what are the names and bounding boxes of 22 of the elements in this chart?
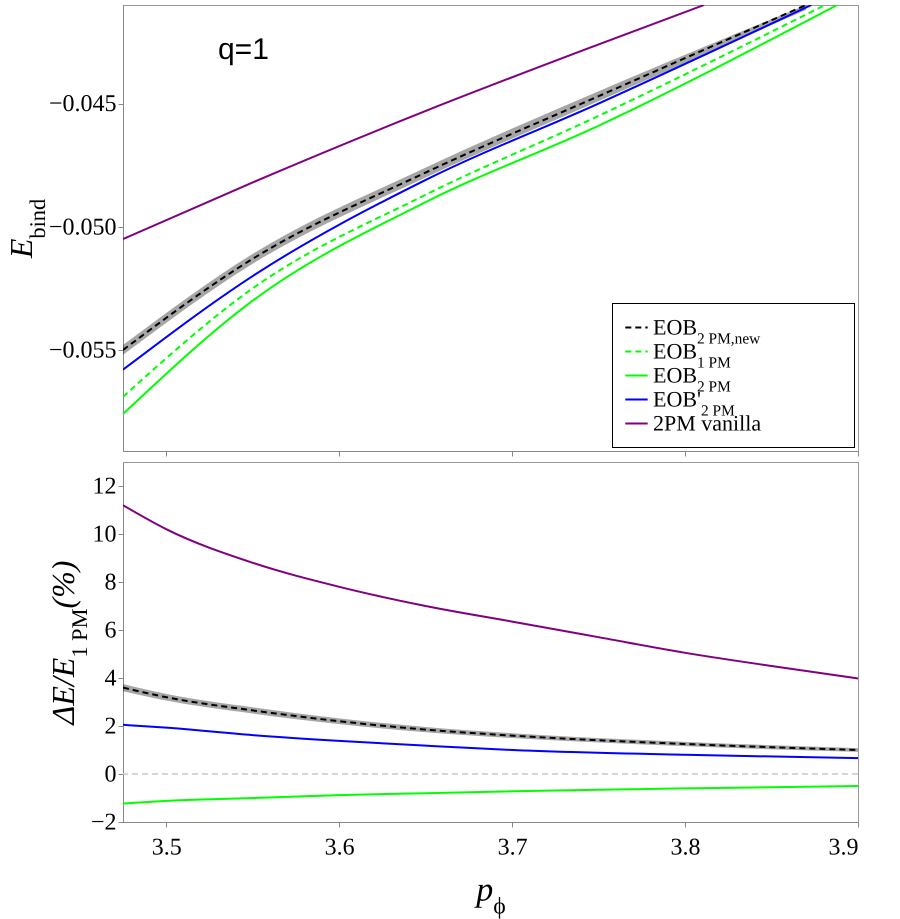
y-tick-label: −0.045 <box>48 91 116 118</box>
y-tick-label: 6 <box>104 618 116 644</box>
y-tick-label: 10 <box>92 522 116 548</box>
x-tick-label: 3.6 <box>324 834 355 860</box>
line-series <box>123 724 858 760</box>
x-tick-label: 3.7 <box>498 834 528 860</box>
line-series <box>123 5 706 240</box>
y-tick-label: −0.055 <box>48 337 116 364</box>
y-tick-label: 2 <box>104 714 116 740</box>
line-series <box>123 504 858 680</box>
x-tick-label: 3.9 <box>828 834 858 860</box>
line-series <box>123 785 858 805</box>
y-tick-label: 8 <box>104 570 116 596</box>
y-tick-label: 4 <box>104 666 116 692</box>
y-tick-label: 0 <box>104 762 116 788</box>
y-tick-label: −2 <box>90 810 116 836</box>
x-tick-label: 3.8 <box>670 834 701 860</box>
annotation: q=1 <box>218 33 269 66</box>
x-tick-label: 3.5 <box>152 834 182 860</box>
y-tick-label: −0.050 <box>48 214 116 240</box>
x-axis-title: p$_{ϕ}$ <box>474 872 506 919</box>
y-tick-label: 12 <box>92 474 116 500</box>
